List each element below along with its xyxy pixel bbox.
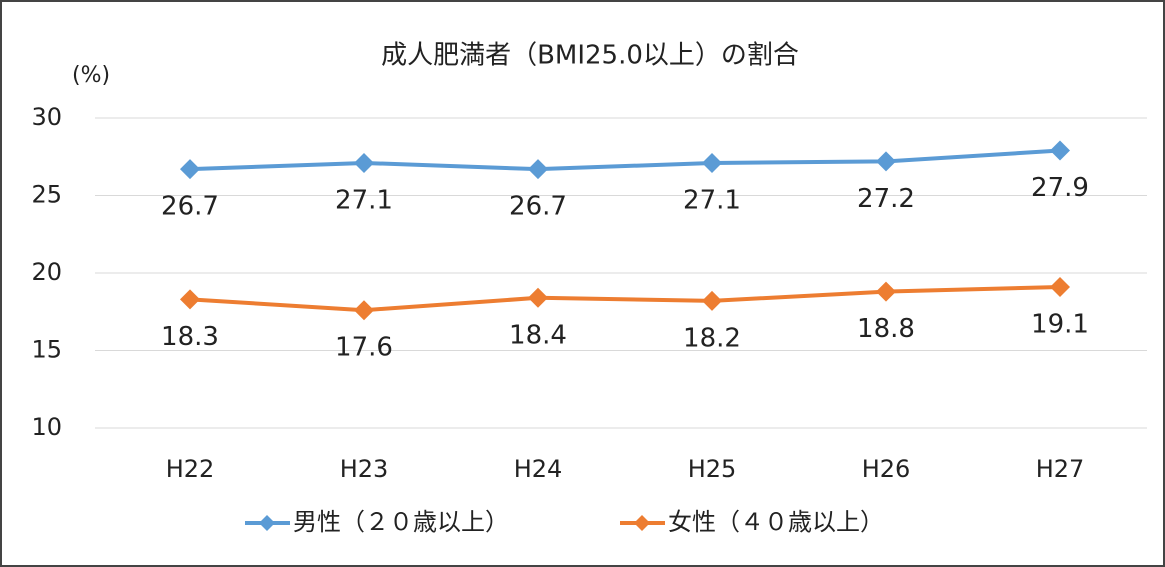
x-tick-label: H22 (166, 455, 215, 483)
data-label: 26.7 (509, 192, 567, 222)
point (1050, 140, 1070, 161)
data-label: 18.3 (161, 322, 219, 352)
legend-label: 男性（２０歳以上） (293, 508, 509, 536)
y-axis-label: (%) (72, 63, 110, 88)
legend-marker (634, 515, 650, 531)
y-tick-label: 25 (31, 181, 62, 209)
y-tick-label: 15 (31, 336, 62, 364)
data-label: 18.4 (509, 320, 567, 350)
data-label: 26.7 (161, 192, 219, 222)
point (702, 152, 722, 173)
x-tick-label: H23 (340, 455, 389, 483)
point (876, 281, 896, 302)
chart-title: 成人肥満者（BMI25.0以上）の割合 (381, 41, 799, 71)
point (1050, 276, 1070, 297)
data-label: 27.9 (1031, 173, 1089, 203)
legend-marker (259, 515, 275, 531)
point (354, 300, 374, 321)
point (354, 152, 374, 173)
data-label: 19.1 (1031, 309, 1089, 339)
x-tick-label: H27 (1036, 455, 1085, 483)
y-tick-label: 30 (31, 103, 62, 131)
series-line (189, 148, 1061, 172)
data-label: 18.8 (857, 314, 915, 344)
data-label: 17.6 (335, 333, 393, 363)
x-tick-label: H24 (514, 455, 563, 483)
point (702, 290, 722, 311)
data-label: 27.2 (857, 184, 915, 214)
data-label: 27.1 (335, 185, 393, 215)
point (180, 159, 200, 180)
point (876, 151, 896, 172)
point (180, 289, 200, 310)
point (528, 287, 548, 308)
x-tick-label: H25 (688, 455, 737, 483)
data-label: 27.1 (683, 185, 741, 215)
series-line (189, 284, 1061, 313)
y-tick-label: 10 (31, 413, 62, 441)
legend-label: 女性（４０歳以上） (668, 508, 884, 536)
data-label: 18.2 (683, 323, 741, 353)
y-tick-label: 20 (31, 258, 62, 286)
point (528, 159, 548, 180)
x-tick-label: H26 (862, 455, 911, 483)
